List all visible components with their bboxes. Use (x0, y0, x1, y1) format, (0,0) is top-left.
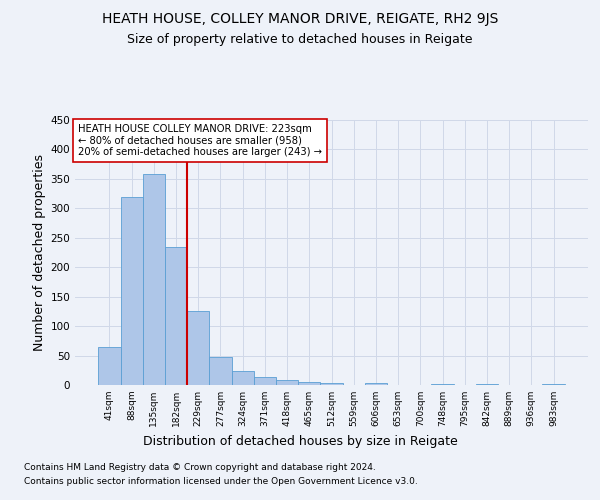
Bar (542, 384, 565, 385)
Bar (298, 382, 320, 385)
Bar (232, 372, 254, 385)
Bar (320, 383, 343, 385)
Bar (165, 246, 187, 385)
Bar (143, 174, 165, 385)
Bar (365, 383, 387, 385)
Bar (431, 384, 454, 385)
Bar (121, 196, 143, 385)
Text: Distribution of detached houses by size in Reigate: Distribution of detached houses by size … (143, 435, 457, 448)
Bar (187, 312, 209, 385)
Text: Contains public sector information licensed under the Open Government Licence v3: Contains public sector information licen… (24, 478, 418, 486)
Bar (276, 380, 298, 385)
Text: Contains HM Land Registry data © Crown copyright and database right 2024.: Contains HM Land Registry data © Crown c… (24, 462, 376, 471)
Bar (254, 377, 276, 385)
Bar (476, 384, 498, 385)
Text: HEATH HOUSE, COLLEY MANOR DRIVE, REIGATE, RH2 9JS: HEATH HOUSE, COLLEY MANOR DRIVE, REIGATE… (102, 12, 498, 26)
Text: Size of property relative to detached houses in Reigate: Size of property relative to detached ho… (127, 32, 473, 46)
Y-axis label: Number of detached properties: Number of detached properties (33, 154, 46, 351)
Bar (98, 346, 121, 385)
Bar (209, 358, 232, 385)
Text: HEATH HOUSE COLLEY MANOR DRIVE: 223sqm
← 80% of detached houses are smaller (958: HEATH HOUSE COLLEY MANOR DRIVE: 223sqm ←… (77, 124, 322, 157)
